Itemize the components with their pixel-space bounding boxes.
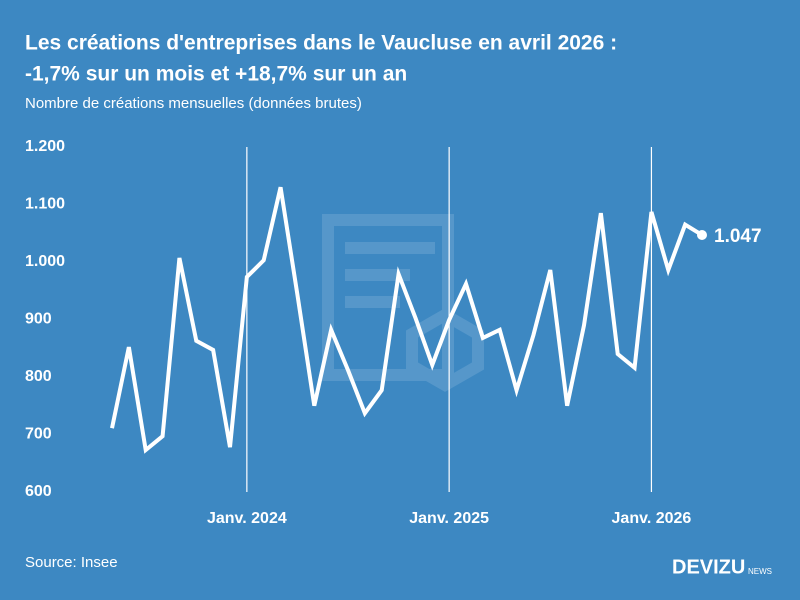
- title: -1,7% sur un mois et +18,7% sur un an: [25, 63, 407, 86]
- x-tick-label: Janv. 2024: [207, 510, 287, 527]
- source: Source: Insee: [25, 554, 118, 571]
- y-tick-label: 1.200: [25, 138, 65, 155]
- x-tick-label: Janv. 2025: [409, 510, 489, 527]
- brand-suffix: NEWS: [748, 567, 772, 576]
- y-tick-label: 1.000: [25, 253, 65, 270]
- brand: DEVIZU: [672, 556, 745, 578]
- end-point: [697, 229, 707, 240]
- y-tick-label: 800: [25, 368, 52, 385]
- value-label: 1.047: [714, 226, 762, 247]
- line: [110, 186, 704, 454]
- y-tick-label: 1.100: [25, 196, 65, 213]
- title: Les créations d'entreprises dans le Vauc…: [25, 32, 617, 55]
- y-tick-label: 700: [25, 426, 52, 443]
- y-tick-label: 900: [25, 311, 52, 328]
- x-tick-label: Janv. 2026: [612, 510, 692, 527]
- y-tick-label: 600: [25, 483, 52, 500]
- subtitle: Nombre de créations mensuelles (données …: [25, 95, 362, 112]
